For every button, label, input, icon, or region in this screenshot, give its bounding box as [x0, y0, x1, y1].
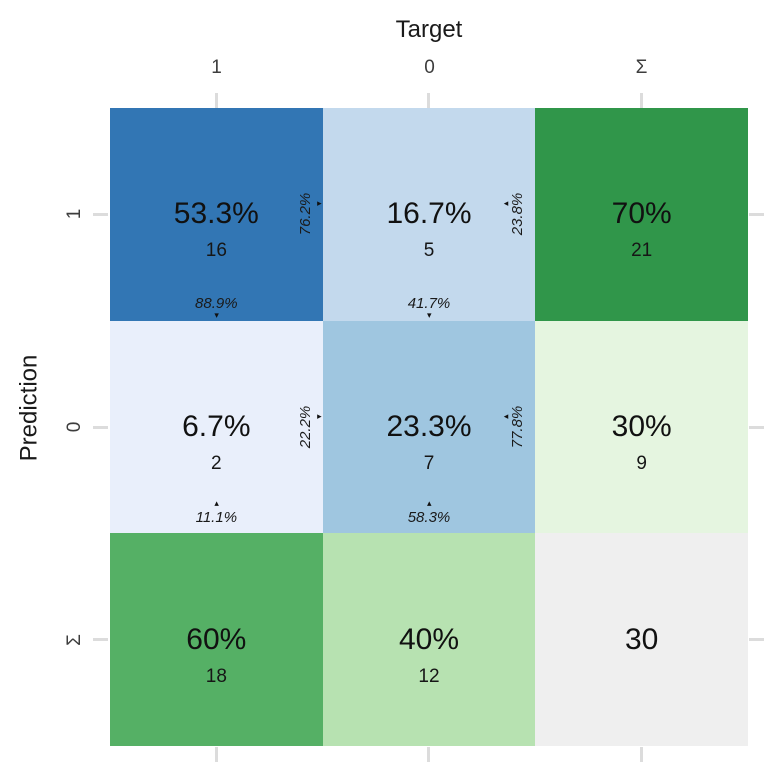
- cell-percent: 53.3%: [173, 197, 259, 231]
- arrow-left-icon: ◂: [503, 198, 509, 209]
- column-percent: 41.7%: [407, 294, 451, 312]
- cell-pred1-target1: 53.3% 16 76.2% ▸ 88.9% ▾: [110, 108, 323, 321]
- cell-percent: 60%: [186, 622, 247, 656]
- row-percent: 22.2%: [296, 405, 314, 449]
- tick-mark: [640, 747, 643, 762]
- matrix-grid: 53.3% 16 76.2% ▸ 88.9% ▾ 16.7% 5 23.8% ◂…: [110, 108, 748, 746]
- column-percent: 88.9%: [195, 294, 238, 312]
- cell-pred0-target0: 23.3% 7 77.8% ◂ 58.3% ▴: [322, 320, 536, 534]
- row-label-1: 1: [64, 208, 85, 220]
- cell-percent: 70%: [611, 197, 672, 231]
- cell-count: 2: [211, 452, 222, 474]
- tick-mark: [749, 638, 764, 641]
- tick-mark: [93, 426, 108, 429]
- column-label-sum: Σ: [635, 57, 648, 78]
- cell-pred0-target1: 6.7% 2 22.2% ▸ 11.1% ▴: [110, 320, 323, 534]
- arrow-left-icon: ◂: [503, 410, 509, 421]
- cell-count: 21: [631, 240, 653, 262]
- y-axis-title-wrap: Prediction: [8, 108, 50, 708]
- cell-pred1-rowsum: 70% 21: [535, 108, 748, 321]
- row-percent: 23.8%: [509, 193, 527, 236]
- y-axis-title: Prediction: [15, 354, 43, 462]
- arrow-right-icon: ▸: [317, 410, 322, 421]
- cell-pred0-rowsum: 30% 9: [535, 320, 748, 534]
- cell-percent: 40%: [398, 622, 460, 656]
- row-label-sum: Σ: [64, 634, 85, 646]
- arrow-down-icon: ▾: [214, 309, 219, 320]
- cell-colsum-target0: 40% 12: [322, 533, 536, 746]
- arrow-right-icon: ▸: [317, 198, 322, 209]
- row-label-0: 0: [64, 421, 85, 433]
- row-percent: 76.2%: [296, 193, 314, 236]
- cell-count: 7: [423, 452, 435, 474]
- arrow-up-icon: ▴: [426, 498, 432, 509]
- cell-colsum-target1: 60% 18: [110, 533, 323, 746]
- column-label-0: 0: [424, 57, 435, 78]
- tick-mark: [427, 747, 430, 762]
- tick-mark: [93, 638, 108, 641]
- cell-count: 9: [636, 452, 647, 474]
- tick-mark: [749, 426, 764, 429]
- arrow-down-icon: ▾: [426, 309, 432, 320]
- column-label-1: 1: [211, 57, 222, 78]
- cell-count: 18: [205, 665, 227, 687]
- cell-count: 5: [423, 240, 435, 262]
- cell-percent: 6.7%: [182, 409, 251, 443]
- cell-percent: 30%: [611, 409, 672, 443]
- cell-grand-total: 30: [535, 533, 748, 746]
- tick-mark: [93, 213, 108, 216]
- cell-percent: 30: [624, 622, 659, 656]
- column-percent: 11.1%: [195, 509, 238, 527]
- cell-count: 12: [418, 665, 440, 687]
- tick-mark: [749, 213, 764, 216]
- tick-mark: [215, 747, 218, 762]
- column-percent: 58.3%: [407, 509, 451, 527]
- row-percent: 77.8%: [509, 405, 527, 449]
- x-axis-title: Target: [395, 16, 463, 43]
- tick-mark: [640, 93, 643, 108]
- tick-mark: [215, 93, 218, 108]
- arrow-up-icon: ▴: [214, 498, 219, 509]
- cell-percent: 23.3%: [386, 409, 472, 443]
- cell-percent: 16.7%: [386, 197, 472, 231]
- cell-count: 16: [205, 240, 227, 262]
- tick-mark: [427, 93, 430, 108]
- cell-pred1-target0: 16.7% 5 23.8% ◂ 41.7% ▾: [322, 108, 536, 321]
